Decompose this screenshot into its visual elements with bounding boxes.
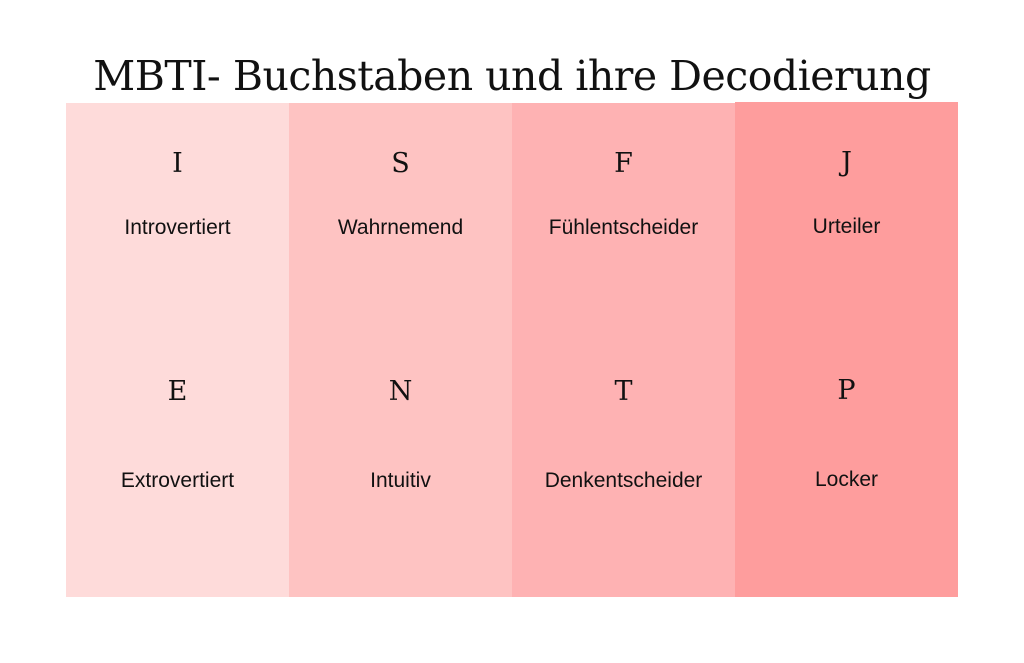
word-fuehlentscheider: Fühlentscheider — [548, 216, 699, 239]
word-denkentscheider: Denkentscheider — [544, 469, 703, 492]
letter-j: J — [841, 147, 852, 178]
word-wahrnemend: Wahrnemend — [337, 216, 464, 239]
word-extrovertiert: Extrovertiert — [120, 469, 235, 492]
column-j-p: J Urteiler P Locker — [735, 102, 958, 597]
word-introvertiert: Introvertiert — [124, 216, 231, 239]
column-s-n: S Wahrnemend N Intuitiv — [289, 103, 512, 597]
letter-n: N — [388, 376, 413, 407]
column-i-e: I Introvertiert E Extrovertiert — [66, 103, 289, 597]
letter-i: I — [172, 148, 183, 179]
letter-e: E — [167, 376, 188, 407]
diagram-title: MBTI- Buchstaben und ihre Decodierung — [93, 52, 931, 100]
word-urteiler: Urteiler — [812, 215, 881, 238]
column-f-t: F Fühlentscheider T Denkentscheider — [512, 103, 735, 597]
letter-p: P — [837, 375, 856, 406]
letter-t: T — [614, 376, 633, 407]
word-locker: Locker — [814, 468, 879, 491]
letter-f: F — [614, 148, 633, 179]
letter-s: S — [391, 148, 410, 179]
word-intuitiv: Intuitiv — [370, 469, 431, 492]
